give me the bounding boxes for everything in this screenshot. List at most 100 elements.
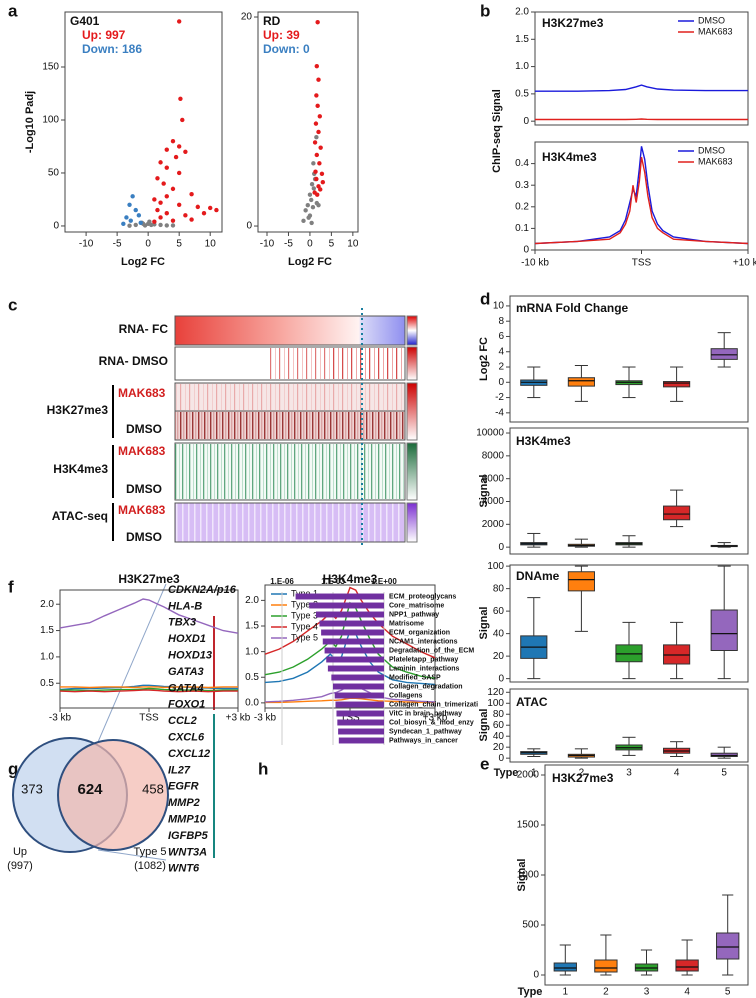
color-bar	[406, 502, 418, 543]
category-label: ECM_proteoglycans	[389, 593, 456, 600]
y-axis-label: Signal	[478, 606, 490, 639]
x-tick-label: 3	[644, 987, 650, 998]
point	[164, 194, 169, 199]
y-axis-label: Log2 FC	[478, 337, 490, 381]
point	[314, 176, 319, 182]
condition-label: DMSO	[126, 482, 162, 496]
y-tick-label: 0	[498, 673, 504, 684]
x-tick-label: TSS	[139, 713, 159, 724]
y-tick-label: 0	[523, 116, 529, 127]
box	[675, 959, 699, 972]
y-tick-label: 0	[533, 970, 539, 981]
y-tick-label: 4000	[482, 496, 505, 507]
point	[318, 187, 323, 192]
point	[189, 217, 194, 222]
y-tick-label: 0	[498, 542, 504, 553]
category-label: NPP1_pathway	[389, 611, 439, 618]
bar	[319, 620, 384, 627]
category-label: ECM_organization	[389, 629, 450, 636]
point	[316, 77, 321, 82]
x-tick-label: -3 kb	[254, 713, 277, 724]
chart-title: DNAme	[516, 569, 560, 583]
chart-title: H3K4me3	[516, 434, 571, 448]
point	[214, 207, 219, 213]
gene: HOXD13	[168, 650, 212, 662]
point	[314, 135, 319, 140]
y-tick-label: 6000	[482, 473, 505, 484]
heatmap-track	[174, 502, 406, 543]
x-tick-label: 10	[347, 239, 359, 250]
category-label: Laminin_interactions	[389, 665, 460, 672]
chart-title: H3K27me3	[542, 16, 604, 30]
point	[178, 96, 183, 101]
box	[553, 962, 577, 972]
point	[201, 211, 207, 216]
gene: CCL2	[168, 715, 197, 727]
y-tick-label: 0.5	[40, 678, 54, 689]
bar	[338, 737, 384, 744]
point	[311, 186, 316, 191]
gene: MMP2	[168, 797, 200, 809]
gene: WNT6	[168, 863, 200, 875]
x-tick-label: +3 kb	[226, 713, 251, 724]
bar	[327, 665, 384, 672]
point	[183, 149, 188, 154]
panel-label: g	[8, 759, 18, 778]
y-tick-label: 1.0	[515, 61, 529, 72]
venn-set-label: (997)	[7, 860, 33, 872]
chart-title: G401	[70, 14, 100, 28]
point	[309, 220, 314, 226]
point	[306, 215, 311, 220]
point	[180, 117, 185, 123]
point	[152, 197, 157, 202]
chart-title: H3K4me3	[542, 150, 597, 164]
y-tick-label: 0	[498, 753, 504, 764]
x-tick-label: -10	[260, 239, 275, 250]
x-tick-label: 10	[205, 239, 217, 250]
x-tick-label: TSS	[632, 258, 652, 269]
bar	[324, 647, 384, 654]
condition-label: DMSO	[126, 422, 162, 436]
point	[158, 222, 163, 228]
point	[316, 129, 321, 135]
y-tick-label: 2.0	[40, 599, 54, 610]
line	[59, 598, 239, 634]
venn-set-label: Up	[13, 846, 27, 858]
point	[313, 169, 318, 174]
x-tick-label: 5	[329, 239, 335, 250]
point	[313, 121, 319, 126]
point	[317, 161, 322, 166]
legend-label: Type 4	[291, 621, 318, 631]
y-tick-label: 20	[493, 742, 505, 753]
point	[164, 147, 169, 152]
venn-count: 624	[77, 781, 103, 798]
point	[305, 202, 310, 208]
annotation: Down: 186	[82, 42, 142, 56]
point	[138, 220, 143, 225]
x-tick-label: 5	[721, 768, 727, 779]
point	[164, 211, 169, 216]
point	[315, 192, 320, 197]
category-label: Core_matrisome	[389, 602, 444, 609]
point	[127, 202, 132, 207]
point	[316, 202, 321, 208]
point	[130, 194, 135, 199]
annotation: Up: 997	[82, 28, 126, 42]
y-tick-label: 0.1	[515, 223, 529, 234]
legend-label: Type 1	[291, 588, 318, 598]
y-tick-label: 1.5	[515, 34, 529, 45]
x-tick-label: -3 kb	[49, 713, 72, 724]
gene: GATA3	[168, 666, 204, 678]
point	[310, 205, 316, 210]
annotation: Up: 39	[263, 28, 300, 42]
x-tick-label: 1.E-06	[270, 577, 294, 586]
panel-label: b	[480, 1, 490, 20]
venn-count: 373	[21, 781, 43, 796]
x-tick-label: 1	[531, 768, 537, 779]
y-tick-label: 500	[522, 920, 539, 931]
y-tick-label: 0.0	[245, 698, 259, 709]
line	[534, 146, 749, 245]
y-tick-label: 2000	[517, 770, 540, 781]
point	[152, 219, 157, 224]
line	[59, 689, 238, 693]
